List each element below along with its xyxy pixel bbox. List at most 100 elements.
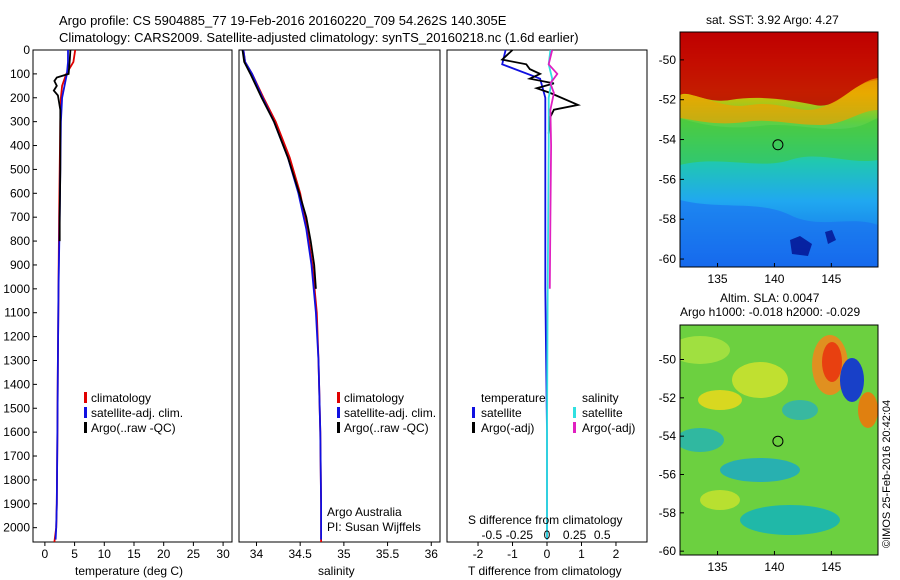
map-y-tick-label: -56 <box>659 172 677 186</box>
sla-blob-5 <box>720 458 800 482</box>
legend-swatch-s-argo <box>573 422 576 433</box>
map-y-tick-label: -58 <box>659 506 677 520</box>
sst-map-title: sat. SST: 3.92 Argo: 4.27 <box>706 13 839 27</box>
sla-blob-3 <box>698 390 742 410</box>
difference-xlabel: T difference from climatology <box>468 564 622 578</box>
map-y-tick-label: -58 <box>659 212 677 226</box>
legend-label-s-satellite: satellite <box>582 406 623 420</box>
x-tick-label: 10 <box>98 547 112 561</box>
legend-swatch-climatology <box>337 392 340 403</box>
sst-coldest-spots <box>790 230 836 256</box>
map-y-tick-label: -56 <box>659 468 677 482</box>
x-tick-label: 30 <box>216 547 230 561</box>
map-y-tick-label: -52 <box>659 93 677 107</box>
salinity-xlabel: salinity <box>318 564 355 578</box>
x-tick-label: 25 <box>187 547 201 561</box>
x-tick-label: 35 <box>337 547 351 561</box>
legend-swatch-t-argo <box>472 422 475 433</box>
series-line-t-argo-adj- <box>500 49 582 134</box>
y-tick-label: 0 <box>23 43 30 57</box>
y-tick-label: 700 <box>10 210 30 224</box>
sst-heatmap <box>680 32 878 267</box>
map-x-tick-label: 140 <box>764 560 784 574</box>
sla-blob-12 <box>782 400 818 420</box>
x-tick-label: -2 <box>473 547 484 561</box>
legend-label-argo: Argo(..raw -QC) <box>91 421 176 435</box>
y-tick-label: 1500 <box>3 401 30 415</box>
x-top-tick-label: 0.5 <box>594 528 611 542</box>
map-x-tick-label: 145 <box>821 272 841 286</box>
legend-label-s-argo: Argo(-adj) <box>582 421 635 435</box>
legend-swatch-climatology <box>84 392 87 403</box>
sst-map-panel: sat. SST: 3.92 Argo: 4.27 135 140 145 -50 -… <box>659 13 879 286</box>
sst-map-frame <box>679 31 879 268</box>
y-tick-label: 1300 <box>3 353 30 367</box>
series-line-climatology <box>242 49 323 542</box>
legend-swatch-argo <box>337 422 340 433</box>
y-tick-label: 1800 <box>3 473 30 487</box>
x-top-tick-label: -0.5 <box>481 528 502 542</box>
legend-label-satellite: satellite-adj. clim. <box>91 406 183 420</box>
y-tick-label: 2000 <box>3 521 30 535</box>
salinity-diff-legend: salinity satellite Argo(-adj) <box>573 391 635 435</box>
legend-swatch-satellite <box>337 407 340 418</box>
difference-top-xlabel: S difference from climatology <box>468 513 623 527</box>
y-tick-label: 400 <box>10 139 30 153</box>
sla-map-title: Altim. SLA: 0.0047 <box>720 291 820 305</box>
y-tick-label: 100 <box>10 67 30 81</box>
sla-blob-9 <box>840 358 864 402</box>
x-tick-label: 15 <box>127 547 141 561</box>
map-x-tick-label: 140 <box>764 272 784 286</box>
sla-blob-11 <box>700 490 740 510</box>
sst-warm-tongue <box>680 32 878 106</box>
series-line-satellite-adj-clim- <box>54 50 69 540</box>
x-tick-label: 36 <box>425 547 439 561</box>
x-top-tick-label: 0 <box>544 528 551 542</box>
sla-blob-10 <box>858 392 878 428</box>
map-y-tick-label: -50 <box>659 53 677 67</box>
x-tick-label: 0 <box>42 547 49 561</box>
y-tick-label: 600 <box>10 186 30 200</box>
temperature-xlabel: temperature (deg C) <box>75 564 183 578</box>
map-y-tick-label: -60 <box>659 252 677 266</box>
x-tick-label: 0 <box>544 547 551 561</box>
figure-title: Argo profile: CS 5904885_77 19-Feb-2016 … <box>59 13 507 28</box>
temperature-plot-frame <box>32 49 233 543</box>
sst-front-orange <box>680 78 878 125</box>
x-tick-label: 34 <box>250 547 264 561</box>
legend-label-climatology: climatology <box>91 391 151 405</box>
map-y-tick-label: -54 <box>659 429 677 443</box>
x-tick-label: 2 <box>613 547 620 561</box>
sla-blob-4 <box>680 428 724 452</box>
legend-heading-temperature: temperature <box>481 391 546 405</box>
sla-heatmap <box>680 325 878 555</box>
series-line-argo-raw-qc- <box>241 49 317 289</box>
series-line-argo-raw-qc- <box>52 49 72 242</box>
series-line-satellite-adj-clim- <box>242 49 323 540</box>
y-tick-label: 1900 <box>3 497 30 511</box>
map-y-tick-label: -54 <box>659 133 677 147</box>
y-tick-label: 1700 <box>3 449 30 463</box>
legend-swatch-argo <box>84 422 87 433</box>
y-tick-label: 500 <box>10 162 30 176</box>
x-top-tick-label: 0.25 <box>563 528 587 542</box>
map-y-tick-label: -52 <box>659 391 677 405</box>
annotation-pi: PI: Susan Wijffels <box>327 520 421 534</box>
y-tick-label: 1000 <box>3 282 30 296</box>
x-top-tick-label: -0.25 <box>506 528 534 542</box>
sst-argo-location-marker <box>772 139 784 151</box>
y-tick-label: 1600 <box>3 425 30 439</box>
sla-argo-location-marker <box>772 435 784 447</box>
sla-blob-6 <box>740 505 840 535</box>
sla-map-frame <box>679 324 879 556</box>
x-tick-label: 20 <box>157 547 171 561</box>
legend-swatch-t-satellite <box>472 407 475 418</box>
map-x-tick-label: 145 <box>821 560 841 574</box>
temperature-diff-legend: temperature satellite Argo(-adj) <box>472 391 546 435</box>
series-line-s-argo-adj- <box>547 49 559 289</box>
map-y-tick-label: -60 <box>659 544 677 558</box>
y-tick-label: 800 <box>10 234 30 248</box>
sst-green-band <box>680 118 878 165</box>
sla-map-panel: Altim. SLA: 0.0047 Argo h1000: -0.018 h2… <box>659 291 879 574</box>
y-tick-label: 1200 <box>3 330 30 344</box>
